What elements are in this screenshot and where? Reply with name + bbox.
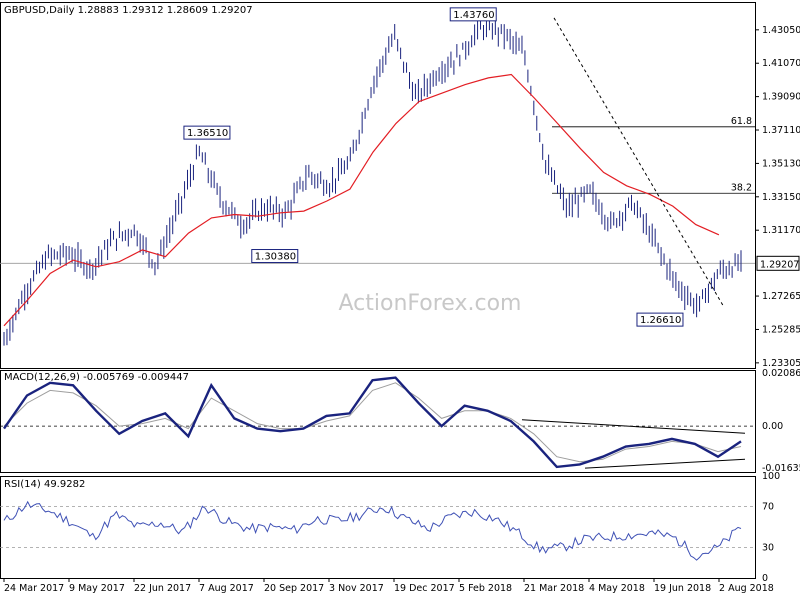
x-tick-label: 3 Nov 2017 xyxy=(329,583,384,594)
price-tick-label: 1.37110 xyxy=(762,125,800,136)
current-price-label: 1.29207 xyxy=(760,259,799,270)
x-tick-label: 21 Mar 2018 xyxy=(524,583,584,594)
price-tick-label: 1.33150 xyxy=(762,192,800,203)
annotation-label: 1.43760 xyxy=(453,10,494,21)
trend-lines xyxy=(553,17,725,308)
macd-tick-label: 0.020861 xyxy=(762,368,800,379)
rsi-tick-label: 100 xyxy=(762,471,780,482)
panel-frames xyxy=(0,2,756,579)
price-bars xyxy=(3,12,742,346)
rsi-line xyxy=(3,500,742,561)
price-tick-label: 1.41070 xyxy=(762,58,800,69)
rsi-panel: 100 70 30 0 xyxy=(0,471,780,584)
moving-average-line xyxy=(3,73,720,327)
rsi-tick-label: 70 xyxy=(762,502,774,513)
panel-frame-1 xyxy=(0,370,756,473)
price-tick-label: 1.35130 xyxy=(762,158,800,169)
price-tick-label: 1.31170 xyxy=(762,225,800,236)
annotation-label: 1.26610 xyxy=(640,315,681,326)
x-tick-label: 7 Aug 2017 xyxy=(199,583,254,594)
x-tick-label: 19 Jun 2018 xyxy=(654,583,711,594)
panel-frame-0 xyxy=(0,2,756,369)
price-tick-label: 1.39090 xyxy=(762,92,800,103)
macd-trend-lower xyxy=(584,458,746,469)
annotation-box xyxy=(251,249,299,264)
x-tick-label: 19 Dec 2017 xyxy=(394,583,455,594)
annotation-box xyxy=(636,312,684,327)
fib-label: 61.8 xyxy=(731,116,752,127)
reference-lines: 61.8 38.2 xyxy=(0,116,755,264)
labels: 1.43050 1.41070 1.39090 1.37110 1.35130 1.331… xyxy=(3,7,800,594)
trend-line-dashed xyxy=(553,17,725,308)
price-title: GBPUSD,Daily 1.28883 1.29312 1.28609 1.2… xyxy=(4,5,253,16)
price-tick-label: 1.43050 xyxy=(762,25,800,36)
annotation-box xyxy=(183,125,231,140)
macd-trend-upper xyxy=(521,419,746,434)
moving-average xyxy=(3,73,720,327)
macd-title: MACD(12,26,9) -0.005769 -0.009447 xyxy=(4,372,189,383)
macd-panel: 0.020861 0.00 -0.016357 xyxy=(0,368,800,474)
watermark: ActionForex.com xyxy=(339,291,522,316)
x-tick-label: 4 May 2018 xyxy=(589,583,645,594)
rsi-title: RSI(14) 49.9282 xyxy=(4,479,85,490)
panel-frame-2 xyxy=(0,476,756,579)
annotation-label: 1.36510 xyxy=(187,128,228,139)
x-tick-label: 9 May 2017 xyxy=(69,583,125,594)
macd-tick-label: 0.00 xyxy=(762,421,783,432)
x-tick-label: 2 Aug 2018 xyxy=(719,583,774,594)
annotation-label: 1.30380 xyxy=(255,252,296,263)
price-tick-label: 1.23305 xyxy=(762,358,800,369)
x-tick-label: 22 Jun 2017 xyxy=(134,583,191,594)
macd-signal-line xyxy=(3,382,742,463)
macd-tick-label: -0.016357 xyxy=(762,463,800,474)
rsi-tick-label: 0 xyxy=(762,573,768,584)
x-tick-label: 5 Feb 2018 xyxy=(459,583,512,594)
annotation-box xyxy=(449,7,497,22)
x-tick-label: 20 Sep 2017 xyxy=(264,583,324,594)
x-tick-label: 24 Mar 2017 xyxy=(4,583,64,594)
current-price-box xyxy=(756,255,800,271)
fib-label: 38.2 xyxy=(731,182,752,193)
price-tick-label: 1.27265 xyxy=(762,291,800,302)
rsi-tick-label: 30 xyxy=(762,542,774,553)
macd-main-line xyxy=(3,376,742,469)
price-tick-label: 1.25285 xyxy=(762,324,800,335)
